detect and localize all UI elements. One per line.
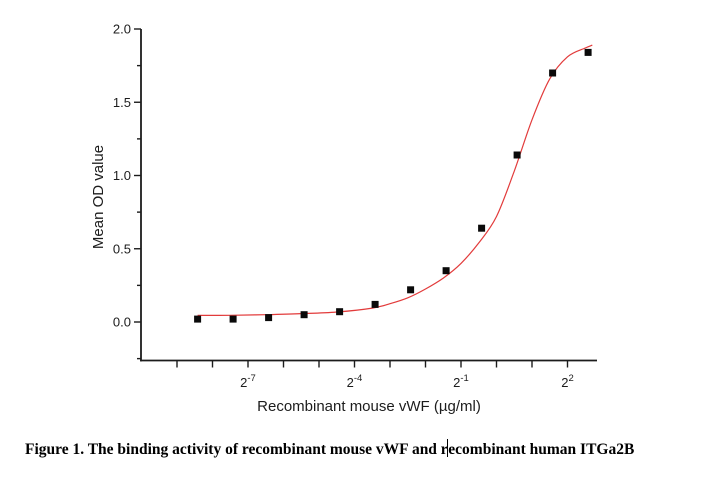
text-cursor-caret: [446, 439, 449, 457]
caption-text-before-cursor: Figure 1. The binding activity of recomb…: [25, 441, 448, 458]
data-point-marker: [584, 48, 592, 56]
y-tick-label: 0.5: [113, 241, 131, 256]
x-tick-label: 2-4: [347, 373, 363, 390]
y-tick-label: 0.0: [113, 315, 131, 330]
data-point-marker: [549, 69, 557, 77]
y-axis-title: Mean OD value: [90, 145, 107, 249]
data-point-marker: [407, 286, 415, 294]
data-point-marker: [194, 315, 202, 323]
fit-curve-line: [197, 44, 593, 316]
data-point-marker: [478, 224, 486, 232]
data-point-marker: [229, 315, 237, 323]
figure-caption-line[interactable]: Figure 1. The binding activity of recomb…: [25, 439, 693, 459]
data-point-marker: [513, 151, 521, 159]
data-point-marker: [336, 308, 344, 316]
caption-text-after-cursor: ecombinant human ITGa2B: [448, 441, 635, 458]
y-tick-label: 1.0: [113, 168, 131, 183]
y-tick-label: 2.0: [113, 22, 131, 37]
data-point-marker: [265, 314, 273, 322]
x-tick-label: 2-7: [240, 373, 256, 390]
x-tick-label: 2-1: [453, 373, 469, 390]
data-point-marker: [300, 311, 308, 319]
x-axis-title: Recombinant mouse vWF (µg/ml): [257, 398, 481, 415]
figure-image[interactable]: 2-7 2-4 2-1 22 0.0 0.5 1.0 1.5 2.0 Recombinant mo…: [0, 0, 702, 432]
data-point-marker: [442, 267, 450, 275]
x-tick-label: 22: [561, 373, 574, 390]
data-point-marker: [371, 300, 379, 308]
y-tick-label: 1.5: [113, 95, 131, 110]
